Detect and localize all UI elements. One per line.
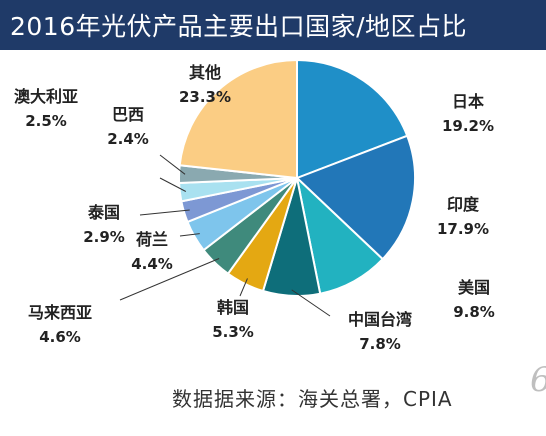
leader-line-7 xyxy=(179,233,200,237)
slice-label-name-8: 泰国 xyxy=(87,203,120,222)
leader-lines xyxy=(119,154,331,317)
leader-line-8 xyxy=(139,209,190,216)
slice-label-value-1: 19.2% xyxy=(442,117,494,135)
pie-slice-1 xyxy=(296,58,409,180)
slice-label-name-1: 日本 xyxy=(452,92,484,111)
slice-label-value-7: 4.4% xyxy=(131,255,173,273)
slice-label-name-4: 中国台湾 xyxy=(348,310,412,329)
pie-slice-3 xyxy=(295,175,385,295)
slice-label-name-6: 马来西亚 xyxy=(28,303,92,322)
slice-label-name-11: 其他 xyxy=(189,63,221,82)
slice-label-value-5: 5.3% xyxy=(212,323,254,341)
slice-label-value-2: 17.9% xyxy=(437,220,489,238)
pie-slices xyxy=(178,58,416,297)
source-note: 数据据来源：海关总署，CPIA xyxy=(172,387,453,411)
slice-label-value-9: 2.5% xyxy=(25,112,67,130)
slice-label-name-3: 美国 xyxy=(458,278,490,297)
slice-label-value-8: 2.9% xyxy=(83,228,125,246)
slice-label-value-10: 2.4% xyxy=(107,130,149,148)
slice-label-value-4: 7.8% xyxy=(359,335,401,353)
leader-line-10 xyxy=(159,154,186,175)
leader-line-9 xyxy=(159,177,187,192)
corner-mark: 6 xyxy=(530,360,546,400)
slice-label-name-10: 巴西 xyxy=(112,105,144,124)
slice-label-value-6: 4.6% xyxy=(39,328,81,346)
slice-label-value-11: 23.3% xyxy=(179,88,231,106)
slice-label-name-9: 澳大利亚 xyxy=(14,87,78,106)
slice-label-name-7: 荷兰 xyxy=(136,230,168,249)
leader-line-4 xyxy=(291,289,331,317)
leader-line-6 xyxy=(119,258,220,301)
slice-label-name-2: 印度 xyxy=(447,195,480,214)
slice-label-value-3: 9.8% xyxy=(453,303,495,321)
pie-chart: 日本 19.2% 印度 17.9% 美国 9.8% 中国台湾 7.8% 韩国 5.3% 马来西亚 4.… xyxy=(14,58,495,353)
leader-line-5 xyxy=(239,278,248,297)
chart-title: 2016年光伏产品主要出口国家/地区占比 xyxy=(0,0,546,50)
pie-slice-11 xyxy=(178,58,298,180)
slice-labels: 日本 19.2% 印度 17.9% 美国 9.8% 中国台湾 7.8% 韩国 5.3% 马来西亚 4.… xyxy=(14,63,495,353)
pie-slice-2 xyxy=(295,134,416,261)
slice-label-name-5: 韩国 xyxy=(217,298,249,317)
